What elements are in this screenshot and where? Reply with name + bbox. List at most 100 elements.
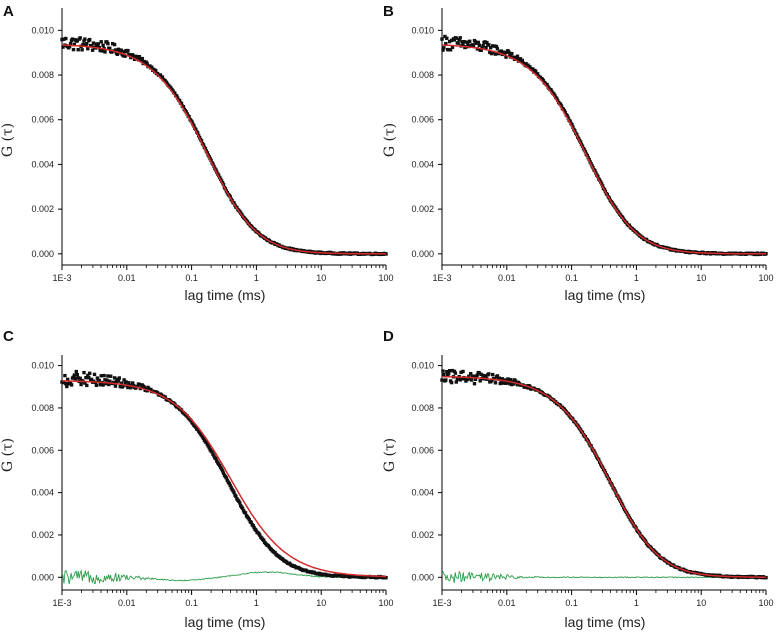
data-point xyxy=(72,42,77,47)
x-tick-label: 0.1 xyxy=(565,273,578,283)
data-point xyxy=(81,42,85,47)
data-point xyxy=(211,452,215,456)
data-point xyxy=(531,67,535,71)
y-tick-label: 0.008 xyxy=(411,70,434,80)
data-point xyxy=(150,65,154,69)
data-point xyxy=(503,51,507,55)
data-point xyxy=(99,40,103,44)
data-point xyxy=(493,381,498,385)
data-point xyxy=(111,380,116,385)
data-point xyxy=(568,119,572,123)
data-point xyxy=(142,385,146,389)
data-point xyxy=(111,42,115,46)
data-point xyxy=(474,41,479,45)
fit-line xyxy=(442,375,766,578)
data-point xyxy=(61,45,65,49)
panel-c-plot: 0.000 0.002 0.004 0.006 0.008 0.010 1E-3 0.01 0.… xyxy=(31,355,394,608)
data-point xyxy=(485,40,489,45)
x-tick-label: 100 xyxy=(378,273,393,283)
data-point xyxy=(499,49,503,53)
data-point xyxy=(135,384,140,389)
data-point xyxy=(112,376,117,380)
data-point xyxy=(196,131,200,135)
data-point xyxy=(493,52,498,56)
data-point xyxy=(76,48,80,52)
x-tick-label: 10 xyxy=(696,273,706,283)
data-point xyxy=(122,378,126,382)
data-point xyxy=(471,374,476,379)
panel-c-ylabel: G (τ) xyxy=(0,438,16,472)
data-point xyxy=(220,469,225,473)
data-point xyxy=(477,43,481,47)
data-point xyxy=(163,395,167,399)
data-point xyxy=(495,47,500,51)
data-point xyxy=(231,489,235,493)
data-point xyxy=(221,471,226,475)
data-point xyxy=(509,378,513,382)
data-point xyxy=(498,381,502,386)
x-tick-label: 0.1 xyxy=(185,273,198,283)
y-tick-label: 0.010 xyxy=(411,25,434,35)
data-point xyxy=(520,58,524,63)
data-point xyxy=(175,94,179,98)
data-point xyxy=(212,454,216,458)
data-point xyxy=(476,40,480,45)
fit-line xyxy=(441,44,766,255)
data-point xyxy=(491,372,495,377)
data-point xyxy=(175,96,180,100)
data-point xyxy=(75,39,79,43)
data-point xyxy=(69,383,74,387)
data-point xyxy=(238,501,242,505)
data-point xyxy=(481,373,485,378)
data-point xyxy=(95,376,100,380)
data-point xyxy=(462,40,466,44)
data-point xyxy=(115,52,120,56)
data-point xyxy=(72,373,77,377)
data-point xyxy=(85,383,89,388)
y-tick-label: 0.002 xyxy=(31,530,54,540)
data-point xyxy=(444,42,448,46)
data-point xyxy=(63,373,67,378)
data-point xyxy=(479,48,483,52)
data-point xyxy=(70,37,75,41)
data-point xyxy=(109,374,113,378)
data-point xyxy=(107,382,111,387)
data-point xyxy=(449,380,454,385)
x-tick-label: 10 xyxy=(696,598,706,608)
x-tick-label: 1 xyxy=(254,273,259,283)
data-point xyxy=(149,387,153,392)
y-tick-label: 0.008 xyxy=(31,70,54,80)
x-tick-label: 10 xyxy=(316,273,326,283)
y-tick-label: 0.006 xyxy=(411,445,434,455)
y-tick-label: 0.008 xyxy=(411,403,434,413)
data-point xyxy=(473,377,478,381)
data-point xyxy=(497,376,501,380)
y-tick-label: 0.002 xyxy=(411,530,434,540)
x-tick-label: 0.01 xyxy=(118,273,136,283)
y-tick-label: 0.000 xyxy=(411,572,434,582)
panel-b-xlabel: lag time (ms) xyxy=(565,287,646,303)
data-point xyxy=(131,381,135,385)
data-point xyxy=(177,98,182,103)
x-tick-label: 1E-3 xyxy=(52,273,71,283)
data-point xyxy=(113,384,118,388)
y-tick-label: 0.010 xyxy=(31,25,54,35)
data-point xyxy=(67,44,72,49)
data-point xyxy=(184,110,188,114)
data-point xyxy=(219,467,224,471)
x-tick-label: 1E-3 xyxy=(432,598,451,608)
panel-b-ylabel: G (τ) xyxy=(382,123,398,157)
data-point xyxy=(88,37,92,42)
data-point xyxy=(154,68,158,73)
data-point xyxy=(225,478,229,483)
x-tick-label: 1 xyxy=(634,273,639,283)
data-point xyxy=(82,39,86,43)
data-point xyxy=(86,47,90,51)
data-point xyxy=(505,380,509,385)
data-point xyxy=(144,387,148,391)
data-point xyxy=(173,91,177,95)
data-point xyxy=(570,123,574,127)
data-point xyxy=(210,450,214,454)
data-point xyxy=(155,391,160,395)
